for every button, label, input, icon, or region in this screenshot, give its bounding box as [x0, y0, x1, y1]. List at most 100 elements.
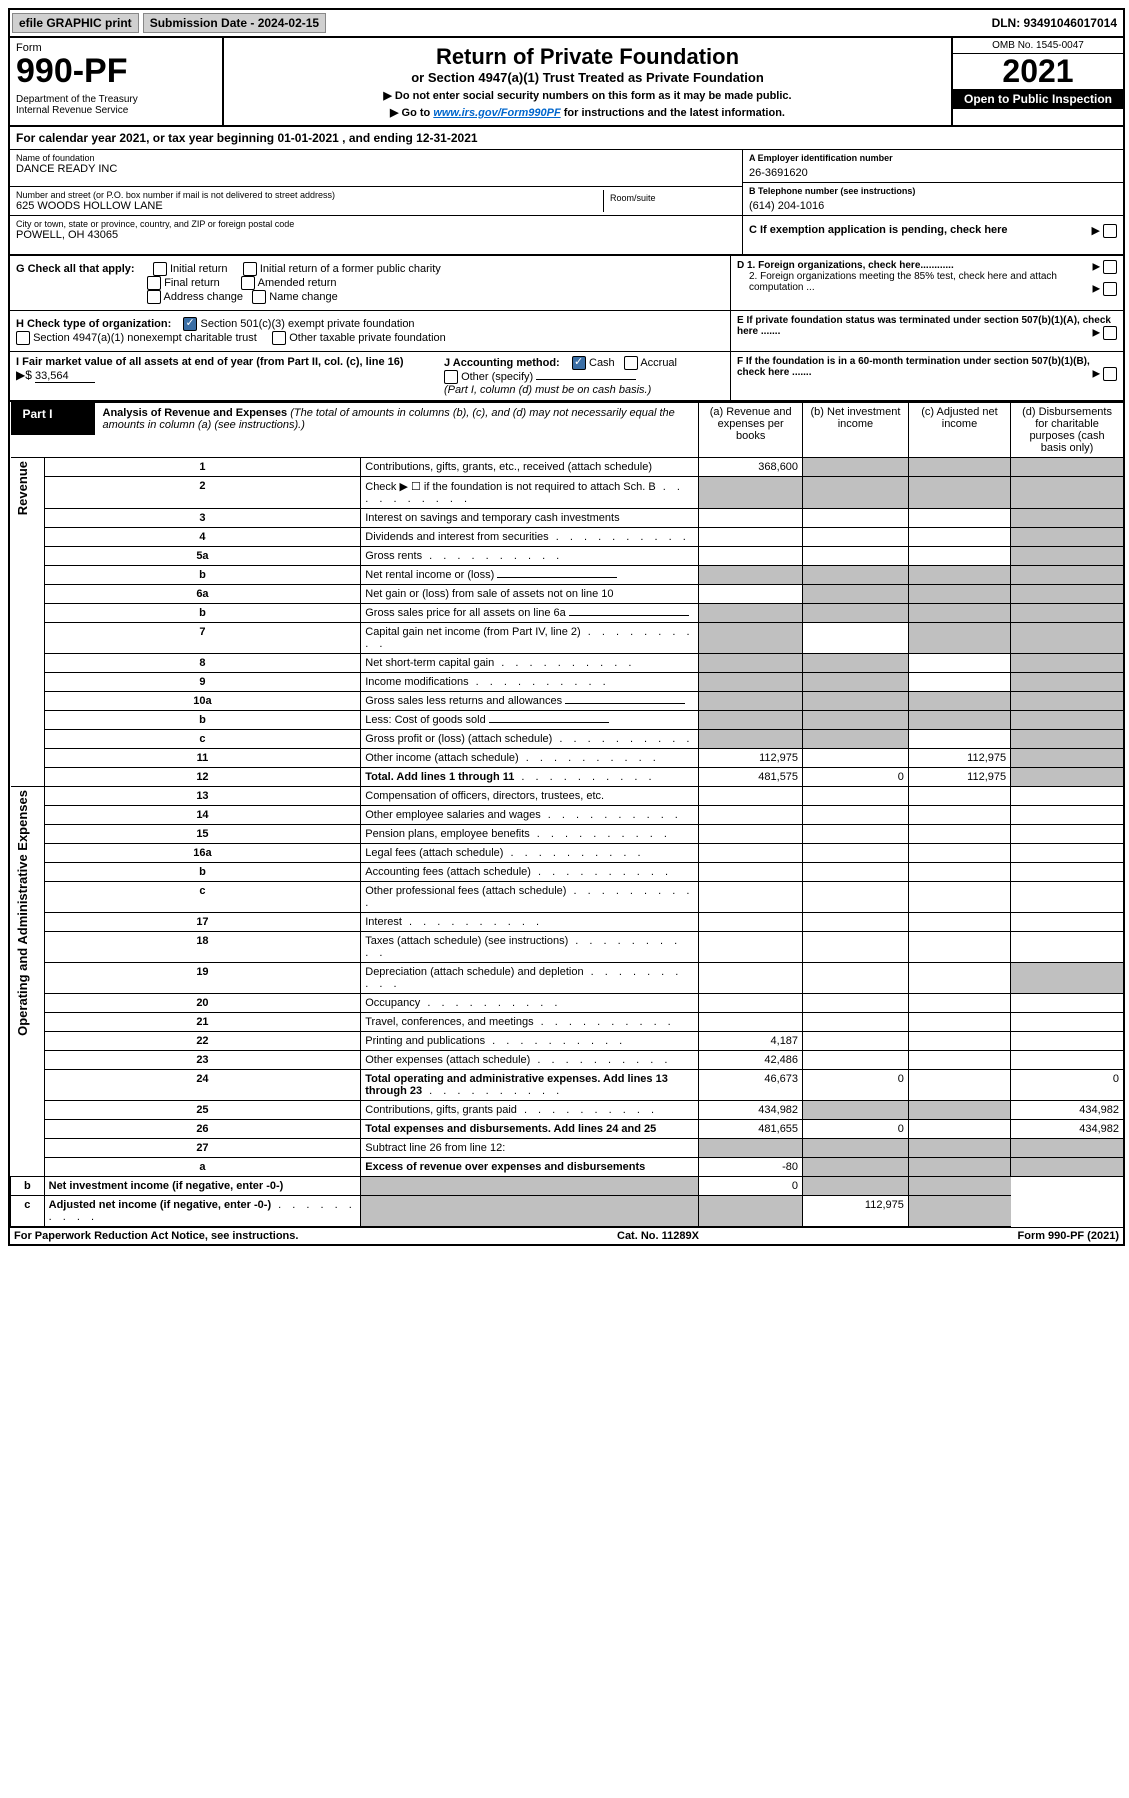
goto-note: ▶ Go to www.irs.gov/Form990PF for instru… [230, 106, 945, 119]
city-label: City or town, state or province, country… [16, 219, 736, 229]
g-final-checkbox[interactable] [147, 276, 161, 290]
footer-left: For Paperwork Reduction Act Notice, see … [14, 1230, 298, 1242]
top-bar: efile GRAPHIC print Submission Date - 20… [10, 10, 1123, 38]
h-opt1: Section 501(c)(3) exempt private foundat… [201, 318, 415, 330]
name-block: Name of foundation DANCE READY INC [10, 150, 742, 187]
table-row: 24Total operating and administrative exp… [11, 1070, 1124, 1101]
table-row: 6aNet gain or (loss) from sale of assets… [11, 585, 1124, 604]
table-row: 15Pension plans, employee benefits [11, 825, 1124, 844]
table-row: 11Other income (attach schedule)112,9751… [11, 749, 1124, 768]
goto-suffix: for instructions and the latest informat… [561, 107, 785, 119]
efile-print-button[interactable]: efile GRAPHIC print [12, 13, 139, 33]
j-other-checkbox[interactable] [444, 370, 458, 384]
dept-treasury: Department of the Treasury Internal Reve… [16, 94, 216, 116]
phone-value: (614) 204-1016 [749, 200, 1117, 212]
table-row: bLess: Cost of goods sold [11, 711, 1124, 730]
phone-label: B Telephone number (see instructions) [749, 186, 1117, 196]
footer-mid: Cat. No. 11289X [617, 1230, 699, 1242]
part1-title: Analysis of Revenue and Expenses [103, 407, 288, 419]
g-address-checkbox[interactable] [147, 290, 161, 304]
i-arrow: ▶$ [16, 368, 32, 382]
table-row: 26Total expenses and disbursements. Add … [11, 1120, 1124, 1139]
section-h-e: H Check type of organization: Section 50… [10, 311, 1123, 352]
table-row: 7Capital gain net income (from Part IV, … [11, 623, 1124, 654]
j-accrual: Accrual [640, 357, 677, 369]
section-ij-f: I Fair market value of all assets at end… [10, 352, 1123, 402]
col-a-header: (a) Revenue and expenses per books [699, 403, 803, 458]
table-row: 19Depreciation (attach schedule) and dep… [11, 963, 1124, 994]
table-row: bGross sales price for all assets on lin… [11, 604, 1124, 623]
footer-right: Form 990-PF (2021) [1018, 1230, 1119, 1242]
table-row: 8Net short-term capital gain [11, 654, 1124, 673]
submission-date: Submission Date - 2024-02-15 [143, 13, 326, 33]
table-row: bAccounting fees (attach schedule) [11, 863, 1124, 882]
room-label: Room/suite [610, 193, 730, 203]
table-row: 20Occupancy [11, 994, 1124, 1013]
table-row: 25Contributions, gifts, grants paid434,9… [11, 1101, 1124, 1120]
i-block: I Fair market value of all assets at end… [10, 352, 438, 400]
j-note: (Part I, column (d) must be on cash basi… [444, 384, 651, 396]
table-row: 3Interest on savings and temporary cash … [11, 509, 1124, 528]
f-block: F If the foundation is in a 60-month ter… [730, 352, 1123, 400]
table-row: 18Taxes (attach schedule) (see instructi… [11, 932, 1124, 963]
g-opt-1: Initial return of a former public charit… [260, 263, 441, 275]
h-other-checkbox[interactable] [272, 331, 286, 345]
table-row: 9Income modifications [11, 673, 1124, 692]
f-label: F If the foundation is in a 60-month ter… [737, 356, 1090, 378]
ssn-warning: ▶ Do not enter social security numbers o… [230, 89, 945, 102]
g-opt-3: Amended return [258, 277, 337, 289]
c-label: C If exemption application is pending, c… [749, 224, 1008, 236]
g-label: G Check all that apply: [16, 263, 135, 275]
header-left: Form 990-PF Department of the Treasury I… [10, 38, 224, 125]
ein-block: A Employer identification number 26-3691… [743, 150, 1123, 183]
omb-number: OMB No. 1545-0047 [953, 38, 1123, 54]
foundation-name: DANCE READY INC [16, 163, 736, 175]
form-number: 990-PF [16, 54, 216, 88]
e-checkbox[interactable] [1103, 326, 1117, 340]
table-row: 5aGross rents [11, 547, 1124, 566]
c-checkbox[interactable] [1103, 224, 1117, 238]
i-label: I Fair market value of all assets at end… [16, 356, 404, 368]
g-initial-former-checkbox[interactable] [243, 262, 257, 276]
g-amended-checkbox[interactable] [241, 276, 255, 290]
j-block: J Accounting method: Cash Accrual Other … [438, 352, 730, 400]
d1-checkbox[interactable] [1103, 260, 1117, 274]
table-row: bNet rental income or (loss) [11, 566, 1124, 585]
h-501c3-checkbox[interactable] [183, 317, 197, 331]
dln: DLN: 93491046017014 [992, 16, 1123, 30]
d2-checkbox[interactable] [1103, 282, 1117, 296]
form-subtitle: or Section 4947(a)(1) Trust Treated as P… [230, 70, 945, 85]
j-accrual-checkbox[interactable] [624, 356, 638, 370]
revenue-side-label: Revenue [15, 461, 30, 515]
g-opt-2: Final return [164, 277, 220, 289]
address-block: Number and street (or P.O. box number if… [10, 187, 742, 216]
j-cash: Cash [589, 357, 615, 369]
part1-title-block: Analysis of Revenue and Expenses (The to… [95, 403, 699, 435]
j-other: Other (specify) [461, 371, 533, 383]
part1-label: Part I [11, 403, 95, 435]
g-opt-0: Initial return [170, 263, 227, 275]
g-name-checkbox[interactable] [252, 290, 266, 304]
city-state-zip: POWELL, OH 43065 [16, 229, 736, 241]
j-other-line [536, 379, 636, 380]
tax-year: 2021 [953, 54, 1123, 89]
e-label: E If private foundation status was termi… [737, 315, 1111, 337]
col-c-header: (c) Adjusted net income [908, 403, 1010, 458]
form-header: Form 990-PF Department of the Treasury I… [10, 38, 1123, 127]
g-opt-5: Name change [269, 291, 338, 303]
h-4947-checkbox[interactable] [16, 331, 30, 345]
j-cash-checkbox[interactable] [572, 356, 586, 370]
form-990pf: efile GRAPHIC print Submission Date - 20… [8, 8, 1125, 1246]
irs-link[interactable]: www.irs.gov/Form990PF [433, 107, 560, 119]
table-row: 4Dividends and interest from securities [11, 528, 1124, 547]
table-row: 16aLegal fees (attach schedule) [11, 844, 1124, 863]
e-block: E If private foundation status was termi… [730, 311, 1123, 351]
page-footer: For Paperwork Reduction Act Notice, see … [10, 1227, 1123, 1244]
f-checkbox[interactable] [1103, 367, 1117, 381]
g-initial-checkbox[interactable] [153, 262, 167, 276]
h-block: H Check type of organization: Section 50… [10, 311, 730, 351]
d1-label: D 1. Foreign organizations, check here..… [737, 260, 954, 271]
header-mid: Return of Private Foundation or Section … [224, 38, 951, 125]
table-row: 14Other employee salaries and wages [11, 806, 1124, 825]
table-row: Operating and Administrative Expenses13C… [11, 787, 1124, 806]
